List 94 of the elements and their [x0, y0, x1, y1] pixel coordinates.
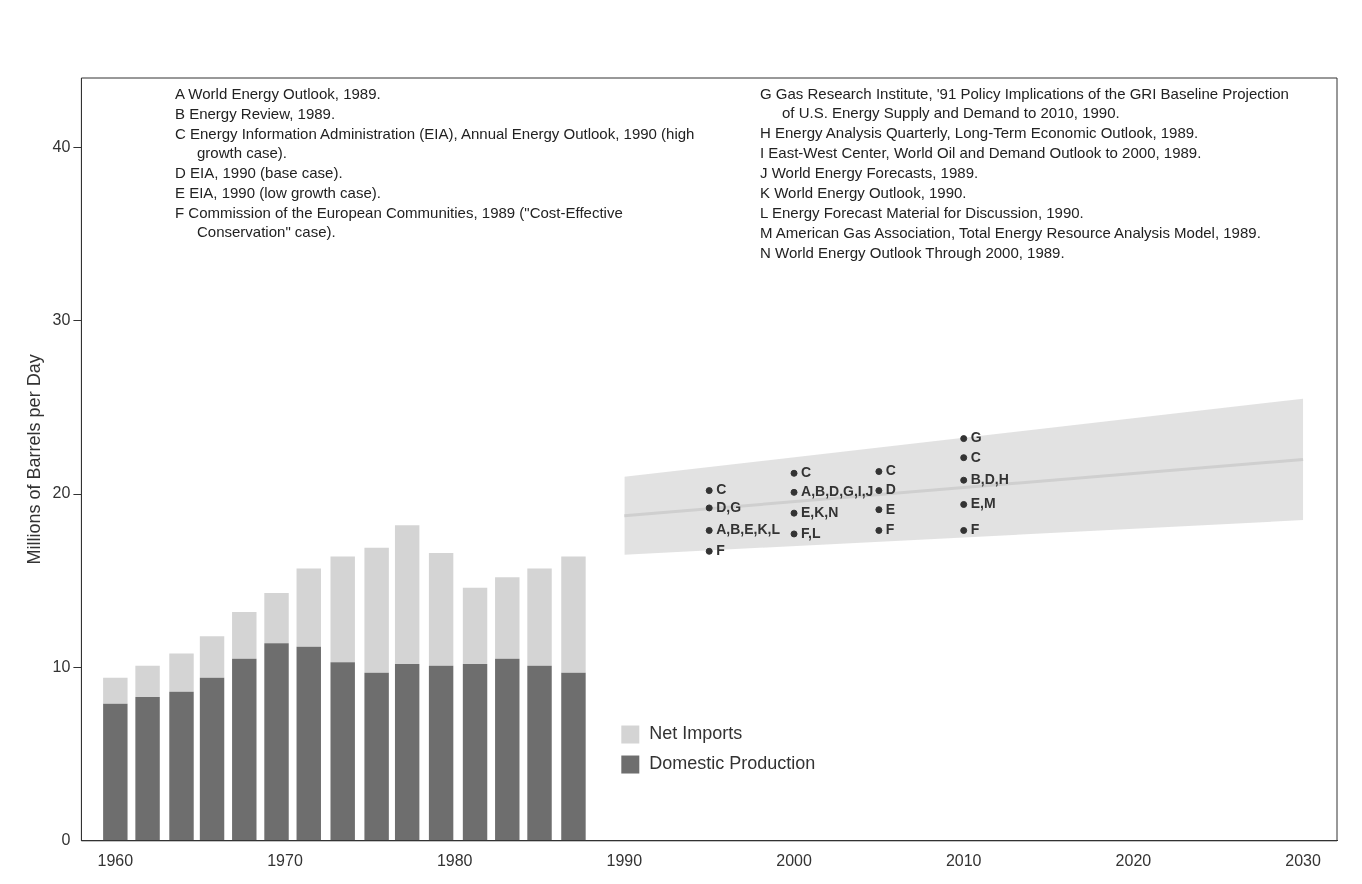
bar — [103, 677, 128, 704]
point — [705, 487, 713, 495]
y-tick-label: 30 — [52, 311, 71, 329]
bar — [169, 653, 194, 692]
x-tick-label: 2010 — [945, 851, 982, 869]
y-axis-title: Millions of Barrels per Day — [23, 354, 44, 565]
x-tick-label: 2000 — [776, 851, 812, 869]
point — [960, 476, 968, 484]
annotation: E EIA, 1990 (low growth case). — [175, 183, 382, 202]
point — [875, 506, 883, 514]
x-tick-label: 2030 — [1285, 851, 1321, 869]
data-label: D,G — [716, 498, 742, 515]
point — [705, 526, 713, 534]
bar — [364, 672, 389, 841]
data-label: F — [885, 521, 895, 538]
bar — [428, 553, 454, 666]
bar — [428, 665, 454, 841]
bar — [495, 658, 520, 841]
bar — [199, 636, 225, 678]
point — [705, 547, 713, 555]
bar — [495, 577, 520, 659]
x-tick-label: 1960 — [97, 851, 134, 869]
data-label: C — [970, 448, 981, 465]
point — [960, 500, 968, 508]
data-label: D — [885, 481, 896, 498]
bar — [169, 691, 194, 841]
annotation: L Energy Forecast Material for Discussion, 1990. — [760, 203, 1085, 222]
legend-label: Domestic Production — [649, 753, 816, 774]
point — [790, 509, 798, 517]
bar — [527, 568, 552, 666]
bar — [103, 703, 128, 841]
point — [960, 454, 968, 462]
x-tick-label: 1970 — [267, 851, 303, 869]
bar — [199, 677, 225, 841]
data-label: C — [716, 481, 727, 498]
point — [790, 488, 798, 496]
legend-label: Net Imports — [649, 723, 743, 744]
annotation: H Energy Analysis Quarterly, Long-Term Economic Outlook, 1989. — [760, 123, 1200, 142]
bar — [264, 643, 289, 841]
bar — [330, 662, 355, 841]
annotation: D EIA, 1990 (base case). — [175, 163, 344, 182]
bar — [232, 658, 257, 841]
bar — [462, 587, 488, 664]
annotation: M American Gas Association, Total Energy Resource Analysis Model, 1989. — [760, 223, 1262, 242]
x-tick-label: 1990 — [606, 851, 643, 869]
data-label: G — [970, 429, 982, 446]
data-label: C — [885, 462, 896, 479]
point — [875, 526, 883, 534]
bar — [135, 665, 160, 697]
x-tick-label: 1980 — [436, 851, 473, 869]
data-label: C — [801, 464, 812, 481]
point — [875, 487, 883, 495]
data-label: F,L — [801, 524, 821, 541]
data-label: E,K,N — [801, 504, 839, 520]
x-tick-label: 2020 — [1115, 851, 1152, 869]
data-label: F — [716, 542, 726, 559]
bar — [561, 672, 586, 841]
bar — [264, 592, 289, 644]
y-tick-label: 40 — [52, 137, 71, 155]
point — [875, 468, 883, 476]
y-tick-label: 20 — [52, 484, 71, 502]
bar — [394, 663, 420, 841]
point — [960, 526, 968, 534]
y-tick-label: 10 — [52, 657, 71, 675]
bar — [561, 556, 586, 673]
point — [790, 530, 798, 538]
bar — [330, 556, 355, 663]
annotation: C Energy Information Administration (EIA), Annual Energy Outlook, 1990 (high growth case). — [175, 124, 696, 162]
data-label: E,M — [970, 495, 996, 512]
bar — [394, 525, 420, 664]
y-tick-label: 0 — [61, 831, 71, 849]
point — [705, 504, 713, 512]
annotation: J World Energy Forecasts, 1989. — [760, 163, 980, 182]
annotation: K World Energy Outlook, 1990. — [760, 183, 968, 202]
data-label: F — [970, 521, 980, 538]
annotation: F Commission of the European Communities, 1989 ("Cost-Effective Conservation" case). — [175, 203, 624, 241]
bar — [296, 568, 321, 647]
annotation: N World Energy Outlook Through 2000, 1989. — [760, 243, 1066, 262]
bar — [232, 611, 257, 659]
bar — [135, 696, 160, 841]
annotation: A World Energy Outlook, 1989. — [175, 84, 382, 103]
bar — [364, 547, 389, 673]
data-label: A,B,D,G,I,J — [801, 483, 874, 500]
bar — [296, 646, 321, 841]
annotation: B Energy Review, 1989. — [175, 104, 337, 123]
annotation: G Gas Research Institute, '91 Policy Implications of the GRI Baseline Projection of U.S. Energy Supply and Demand to 2010, 1990. — [760, 84, 1290, 122]
data-label: B,D,H — [970, 471, 1009, 488]
data-label: A,B,E,K,L — [716, 521, 781, 538]
bar — [527, 665, 552, 841]
annotation: I East-West Center, World Oil and Demand Outlook to 2000, 1989. — [760, 143, 1203, 162]
data-label: E — [885, 500, 896, 517]
point — [960, 435, 968, 443]
point — [790, 469, 798, 477]
bar — [462, 663, 488, 841]
